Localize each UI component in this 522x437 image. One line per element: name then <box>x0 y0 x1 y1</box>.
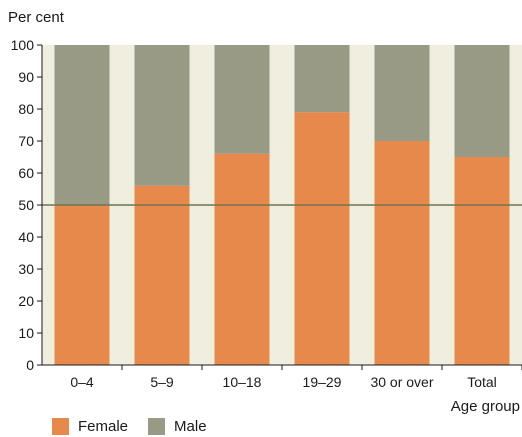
x-tick-label: 19–29 <box>303 374 342 390</box>
x-tick-label: Total <box>467 374 497 390</box>
legend-swatch-male <box>148 418 166 435</box>
y-tick-label: 80 <box>18 101 34 117</box>
bars <box>42 45 522 365</box>
bar-male-5 <box>454 45 510 157</box>
y-tick-label: 60 <box>18 165 34 181</box>
legend-label-male: Male <box>174 418 207 435</box>
y-axis-title: Per cent <box>8 9 65 26</box>
x-axis: 0–4 5–9 10–18 19–29 30 or over Total <box>42 364 522 390</box>
y-tick-label: 0 <box>26 357 34 373</box>
x-tick-label: 30 or over <box>370 374 433 390</box>
x-tick-label: 10–18 <box>223 374 262 390</box>
bar-male-1 <box>134 45 190 186</box>
bar-male-0 <box>54 45 110 205</box>
y-tick-label: 40 <box>18 229 34 245</box>
bar-female-2 <box>214 153 270 365</box>
y-tick-label: 30 <box>18 261 34 277</box>
legend-label-female: Female <box>78 418 129 435</box>
legend: Female Male <box>52 418 227 435</box>
x-tick-label: 5–9 <box>150 374 174 390</box>
y-tick-label: 70 <box>18 133 34 149</box>
x-axis-title: Age group <box>451 398 520 415</box>
bar-female-3 <box>294 112 350 365</box>
bar-male-4 <box>374 45 430 141</box>
y-axis: 0 10 20 30 40 50 60 70 80 90 100 <box>11 37 43 373</box>
bar-female-5 <box>454 157 510 365</box>
y-tick-label: 90 <box>18 69 34 85</box>
y-tick-label: 50 <box>18 197 34 213</box>
y-tick-label: 100 <box>11 37 35 53</box>
bar-male-3 <box>294 45 350 113</box>
bar-female-4 <box>374 141 430 365</box>
x-tick-label: 0–4 <box>70 374 94 390</box>
legend-swatch-female <box>52 418 69 435</box>
bar-female-0 <box>54 205 110 365</box>
legend-item-female: Female <box>52 418 128 435</box>
bar-male-2 <box>214 45 270 154</box>
bar-female-1 <box>134 185 190 365</box>
y-tick-label: 20 <box>18 293 34 309</box>
y-tick-label: 10 <box>18 325 34 341</box>
legend-item-male: Male <box>148 418 207 435</box>
